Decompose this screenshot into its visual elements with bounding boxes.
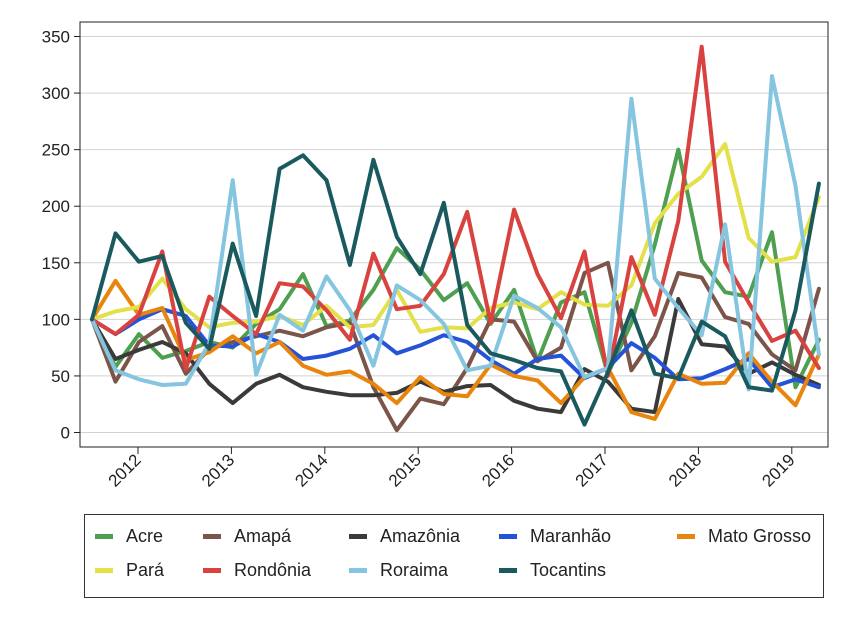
series-line-mato-grosso [90,278,821,421]
y-tick-label: 100 [42,310,70,329]
legend-label: Amazônia [380,525,461,546]
x-tick-label: 2017 [572,450,612,490]
legend-swatch [95,533,113,539]
legend-item: Amazônia [349,525,460,547]
legend-swatch [499,533,517,539]
legend-label: Tocantins [530,559,607,580]
y-tick-label: 350 [42,28,70,47]
series-lines [90,44,821,433]
legend-item: Acre [95,525,163,547]
x-tick-label: 2015 [385,450,425,490]
legend-item: Mato Grosso [677,525,811,547]
legend-swatch [349,567,367,573]
legend-swatch [203,567,221,573]
series-line-rondonia [90,44,821,378]
x-tick-label: 2019 [758,450,798,490]
legend-swatch [677,533,695,539]
x-tick-label: 2018 [665,450,705,490]
legend-label: Mato Grosso [708,525,812,546]
series-line-tocantins [90,153,821,427]
legend-swatch [499,567,517,573]
legend: Acre Amapá Amazônia Maranhão Mato Grosso Pará… [84,514,824,598]
legend-item: Maranhão [499,525,611,547]
y-tick-label: 300 [42,84,70,103]
legend-item: Roraima [349,559,448,581]
legend-item: Amapá [203,525,291,547]
legend-item: Rondônia [203,559,311,581]
legend-label: Maranhão [530,525,612,546]
x-tick-label: 2014 [291,450,331,490]
plot-frame [79,21,829,448]
legend-label: Acre [126,525,164,546]
y-tick-label: 150 [42,254,70,273]
y-tick-label: 0 [61,424,70,443]
legend-label: Amapá [234,525,292,546]
y-tick-label: 250 [42,141,70,160]
series-line-acre [90,147,821,390]
legend-swatch [203,533,221,539]
x-tick-label: 2012 [105,450,145,490]
legend-label: Rondônia [234,559,312,580]
legend-label: Roraima [380,559,449,580]
series-line-maranhao [90,307,821,390]
x-tick-label: 2016 [478,450,518,490]
legend-label: Pará [126,559,165,580]
series-line-amazonia [90,297,821,415]
legend-swatch [349,533,367,539]
legend-item: Pará [95,559,164,581]
legend-item: Tocantins [499,559,606,581]
x-tick-label: 2013 [198,450,238,490]
y-tick-label: 50 [51,367,70,386]
legend-swatch [95,567,113,573]
y-tick-label: 200 [42,197,70,216]
